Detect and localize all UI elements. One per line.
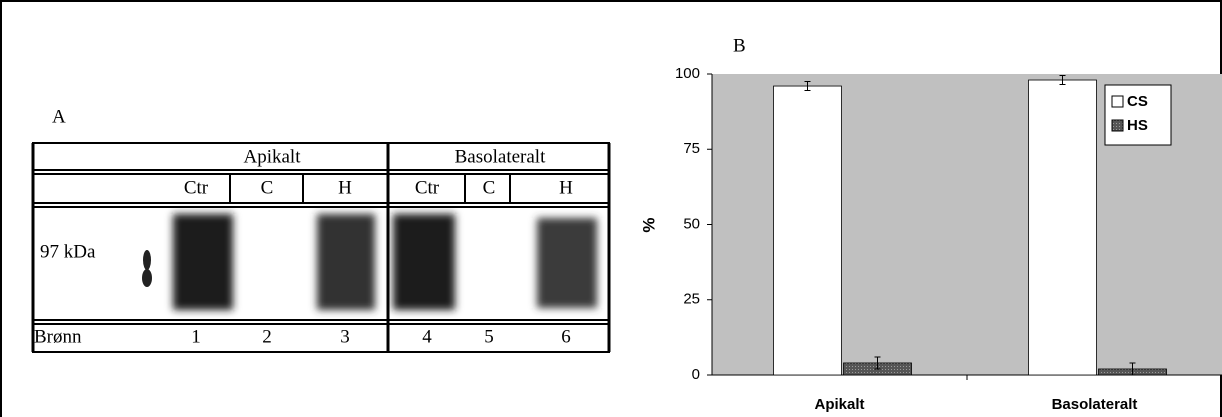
blot-band xyxy=(393,214,455,310)
group-header: Basolateralt xyxy=(455,146,546,167)
x-tick-label: Apikalt xyxy=(814,396,864,413)
well-label: 6 xyxy=(561,326,571,347)
y-tick-label: 50 xyxy=(683,215,700,232)
y-tick-label: 25 xyxy=(683,291,700,308)
ladder-marker xyxy=(142,269,152,287)
well-label: 2 xyxy=(262,326,272,347)
lane-label: Ctr xyxy=(184,177,209,198)
well-label: 5 xyxy=(484,326,494,347)
y-axis-label: % xyxy=(639,217,658,232)
legend-swatch xyxy=(1112,120,1123,131)
blot-band xyxy=(173,214,233,310)
chart-title: B xyxy=(733,35,746,56)
group-header: Apikalt xyxy=(244,146,302,167)
blot xyxy=(142,214,597,310)
bar xyxy=(1029,80,1097,375)
lane-label: C xyxy=(261,177,274,198)
well-label: 3 xyxy=(340,326,350,347)
panel-label: A xyxy=(52,106,66,127)
blot-band xyxy=(317,214,375,310)
lane-label: H xyxy=(338,177,352,198)
panel-a: A Apikalt Basolateralt 97 kDa Brønn xyxy=(32,106,610,352)
lane-label: H xyxy=(559,177,573,198)
lane-label: Ctr xyxy=(415,177,440,198)
well-label: 4 xyxy=(422,326,432,347)
x-tick-label: Basolateralt xyxy=(1052,396,1138,413)
ladder-marker xyxy=(143,250,151,270)
blot-band xyxy=(537,218,597,308)
y-tick-label: 0 xyxy=(692,366,700,383)
y-tick-label: 100 xyxy=(675,65,700,82)
legend-label: CS xyxy=(1127,93,1148,110)
y-tick-label: 75 xyxy=(683,140,700,157)
legend-label: HS xyxy=(1127,117,1148,134)
well-label: 1 xyxy=(191,326,201,347)
figure: A Apikalt Basolateralt 97 kDa Brønn xyxy=(0,0,1222,417)
marker-label: 97 kDa xyxy=(40,241,96,262)
bar xyxy=(774,86,842,375)
row-label: Brønn xyxy=(34,326,82,347)
legend-swatch xyxy=(1112,96,1123,107)
lane-label: C xyxy=(483,177,496,198)
